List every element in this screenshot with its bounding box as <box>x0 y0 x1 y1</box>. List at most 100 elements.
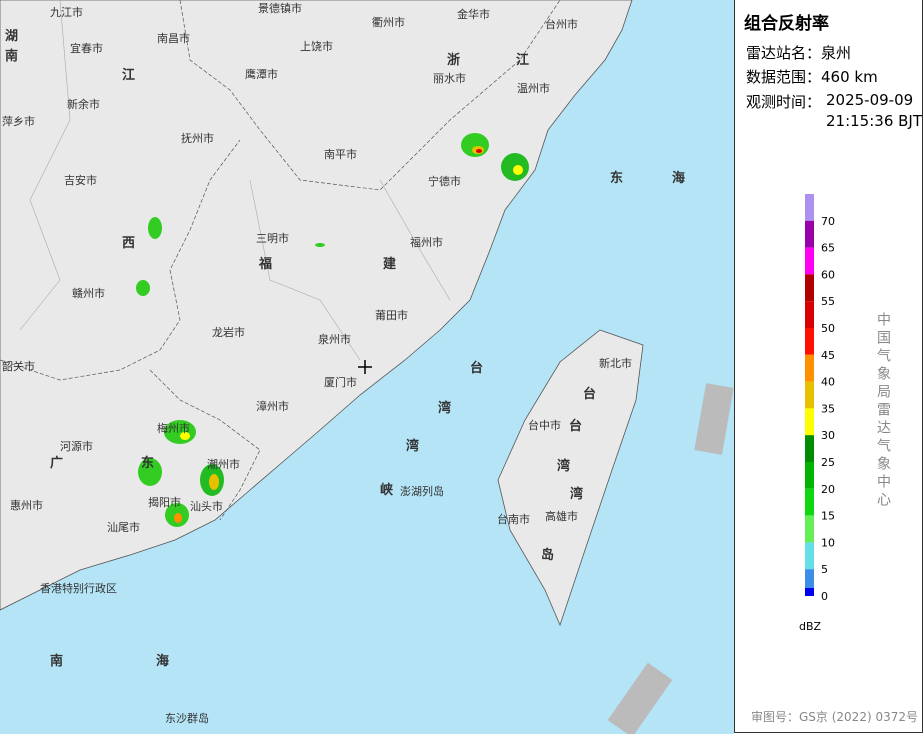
legend-swatch-bottom <box>805 588 814 596</box>
legend-label: 30 <box>821 429 835 442</box>
place-label: 澎湖列岛 <box>400 484 444 498</box>
legend-swatch <box>805 488 814 516</box>
place-label: 南昌市 <box>157 31 190 45</box>
place-label: 江 <box>516 52 529 68</box>
place-label: 莆田市 <box>375 308 408 322</box>
place-label: 厦门市 <box>324 375 357 389</box>
legend-label: 45 <box>821 349 835 362</box>
place-label: 金华市 <box>457 7 490 21</box>
place-label: 南平市 <box>324 147 357 161</box>
place-label: 台 <box>583 386 596 402</box>
row-label: 雷达站名： <box>746 44 822 62</box>
place-label: 东 <box>610 170 623 186</box>
row-label: 观测时间： <box>746 93 822 111</box>
place-label: 揭阳市 <box>148 495 181 509</box>
place-label: 湾 <box>557 458 570 474</box>
legend-label: 10 <box>821 536 835 549</box>
place-label: 东沙群岛 <box>165 711 209 725</box>
time-line: 21:15:36 BJT <box>826 112 923 130</box>
place-label: 衢州市 <box>372 15 405 29</box>
place-label: 峡 <box>380 482 394 498</box>
place-label: 台 <box>470 360 483 376</box>
legend-unit: dBZ <box>799 620 822 630</box>
place-label: 台州市 <box>545 17 578 31</box>
legend-swatch <box>805 354 814 382</box>
place-label: 建 <box>383 256 396 272</box>
legend-label: 50 <box>821 322 835 335</box>
info-row: 数据范围：460 km <box>746 66 878 87</box>
legend-label: 55 <box>821 295 835 308</box>
place-label: 西 <box>122 236 135 251</box>
title: 组合反射率 <box>744 14 829 34</box>
legend-label: 25 <box>821 456 835 469</box>
place-label: 吉安市 <box>64 173 97 187</box>
place-label: 漳州市 <box>256 399 289 413</box>
legend-swatch <box>805 220 814 248</box>
place-label: 汕尾市 <box>107 520 140 534</box>
place-label: 湾 <box>438 400 451 416</box>
place-label: 汕头市 <box>190 499 223 513</box>
place-label: 南 <box>5 48 18 64</box>
legend-label: 20 <box>821 483 835 496</box>
place-label: 九江市 <box>50 5 83 19</box>
legend-label: 15 <box>821 510 835 523</box>
place-label: 赣州市 <box>72 286 105 300</box>
place-label: 湖 <box>5 29 18 44</box>
place-label: 泉州市 <box>318 332 351 346</box>
place-label: 台南市 <box>497 512 530 526</box>
taiwan <box>497 329 644 627</box>
place-label: 丽水市 <box>433 71 466 85</box>
legend-label: 40 <box>821 376 835 389</box>
radar-site <box>358 360 372 374</box>
place-label: 梅州市 <box>157 421 190 435</box>
place-label: 福 <box>258 256 272 272</box>
place-label: 惠州市 <box>10 498 43 512</box>
place-label: 湾 <box>570 486 583 502</box>
legend-swatch <box>805 435 814 462</box>
legend-swatch <box>805 274 814 302</box>
place-label: 湾 <box>406 438 419 454</box>
data-edge <box>694 383 734 455</box>
row-label: 数据范围： <box>746 68 822 86</box>
time-line: 2025-09-09 <box>826 91 914 109</box>
place-label: 萍乡市 <box>2 114 35 128</box>
place-label: 龙岩市 <box>212 325 245 339</box>
legend-swatch <box>805 301 814 328</box>
legend-label: 0 <box>821 590 828 603</box>
row-value: 泉州 <box>821 44 852 62</box>
info-panel: 组合反射率 雷达站名：泉州 数据范围：460 km 观测时间： 2025-09-… <box>734 0 923 733</box>
place-label: 宁德市 <box>428 174 461 188</box>
place-label: 上饶市 <box>300 39 333 53</box>
place-label: 宜春市 <box>70 41 103 55</box>
info-row: 雷达站名：泉州 <box>746 42 851 63</box>
province-lines <box>19 0 451 361</box>
legend-label: 35 <box>821 402 835 415</box>
place-label: 抚州市 <box>181 131 214 145</box>
place-label: 鹰潭市 <box>245 67 278 81</box>
legend-label: 65 <box>821 242 835 255</box>
legend-swatch <box>805 328 814 355</box>
place-label: 福州市 <box>410 235 443 249</box>
place-label: 新北市 <box>599 356 632 370</box>
place-label: 新余市 <box>67 97 100 111</box>
place-label: 高雄市 <box>545 509 578 523</box>
place-label: 江 <box>122 67 135 83</box>
place-label: 河源市 <box>60 439 93 453</box>
legend-swatch <box>805 515 814 543</box>
place-label: 韶关市 <box>2 359 35 373</box>
credit: 中国气象局雷达气象中心 <box>875 312 891 510</box>
legend-swatch <box>805 247 814 275</box>
place-label: 海 <box>156 653 169 669</box>
approval-number: 审图号：GS京 (2022) 0372号 <box>751 710 918 724</box>
place-label: 岛 <box>541 547 554 563</box>
place-label: 景德镇市 <box>258 1 302 15</box>
place-label: 台 <box>569 418 582 434</box>
legend-label: 60 <box>821 268 835 281</box>
place-label: 浙 <box>447 52 460 68</box>
row-value: 460 km <box>821 68 878 86</box>
legend-swatch <box>805 542 814 570</box>
radar-echo <box>136 133 529 527</box>
